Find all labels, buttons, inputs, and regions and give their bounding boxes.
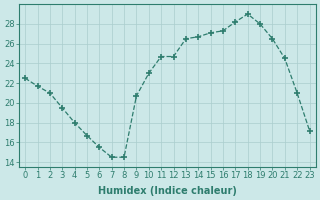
X-axis label: Humidex (Indice chaleur): Humidex (Indice chaleur) [98,186,237,196]
